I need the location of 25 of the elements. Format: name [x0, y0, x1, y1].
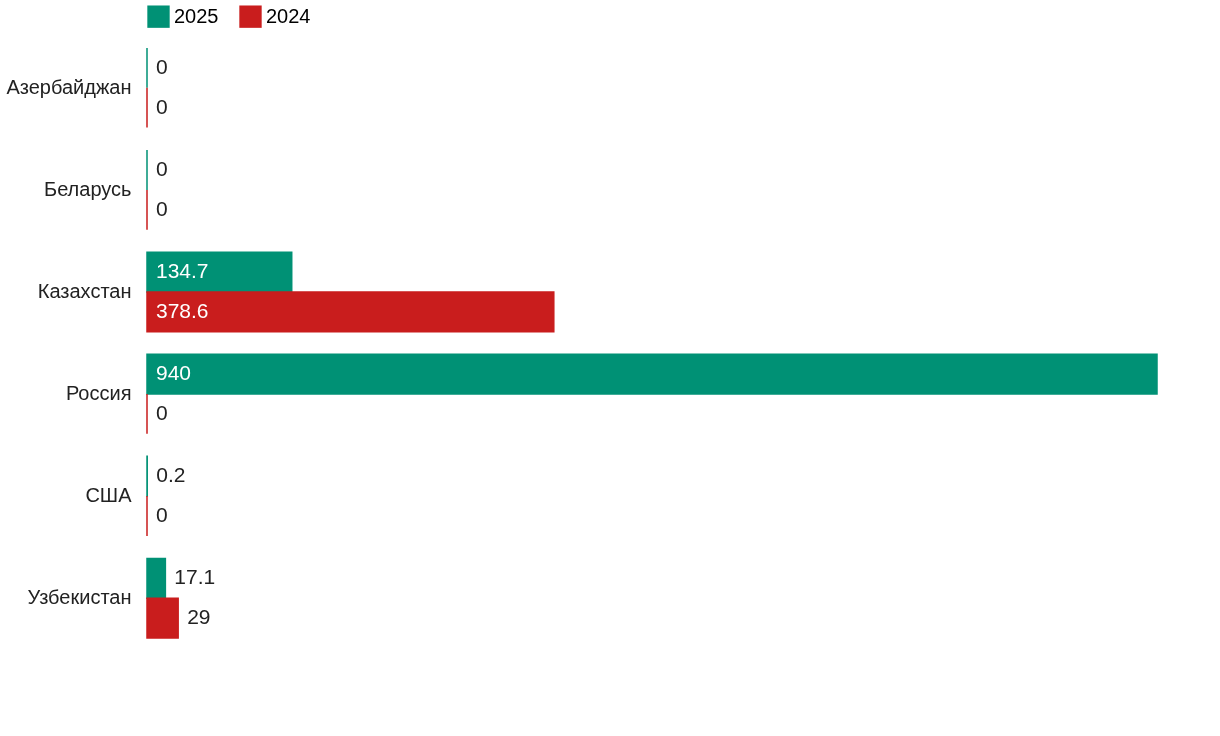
data-label: 0 — [156, 54, 168, 78]
data-label: 0 — [156, 503, 168, 527]
data-label: 0 — [156, 94, 168, 118]
legend-label: 2025 — [174, 4, 219, 27]
y-tick-label: США — [85, 484, 133, 507]
data-label: 378.6 — [156, 298, 209, 322]
data-label: 134.7 — [156, 259, 209, 283]
data-label: 0 — [156, 400, 168, 424]
data-label: 0 — [156, 156, 168, 180]
y-tick-label: Беларусь — [44, 177, 132, 200]
legend-label: 2024 — [266, 4, 311, 27]
y-tick-label: Узбекистан — [27, 586, 132, 609]
bar — [146, 291, 555, 333]
data-label: 0 — [156, 196, 168, 220]
data-label: 17.1 — [174, 565, 216, 589]
y-tick-label: Казахстан — [37, 279, 132, 302]
y-tick-label: Азербайджан — [6, 75, 132, 98]
bar — [146, 557, 167, 599]
bar — [146, 251, 293, 293]
data-label: 29 — [187, 605, 211, 629]
bar — [146, 597, 179, 639]
data-label: 940 — [156, 361, 192, 385]
y-tick-label: Россия — [65, 382, 132, 405]
data-label: 0.2 — [156, 463, 186, 487]
bar — [146, 353, 1158, 395]
